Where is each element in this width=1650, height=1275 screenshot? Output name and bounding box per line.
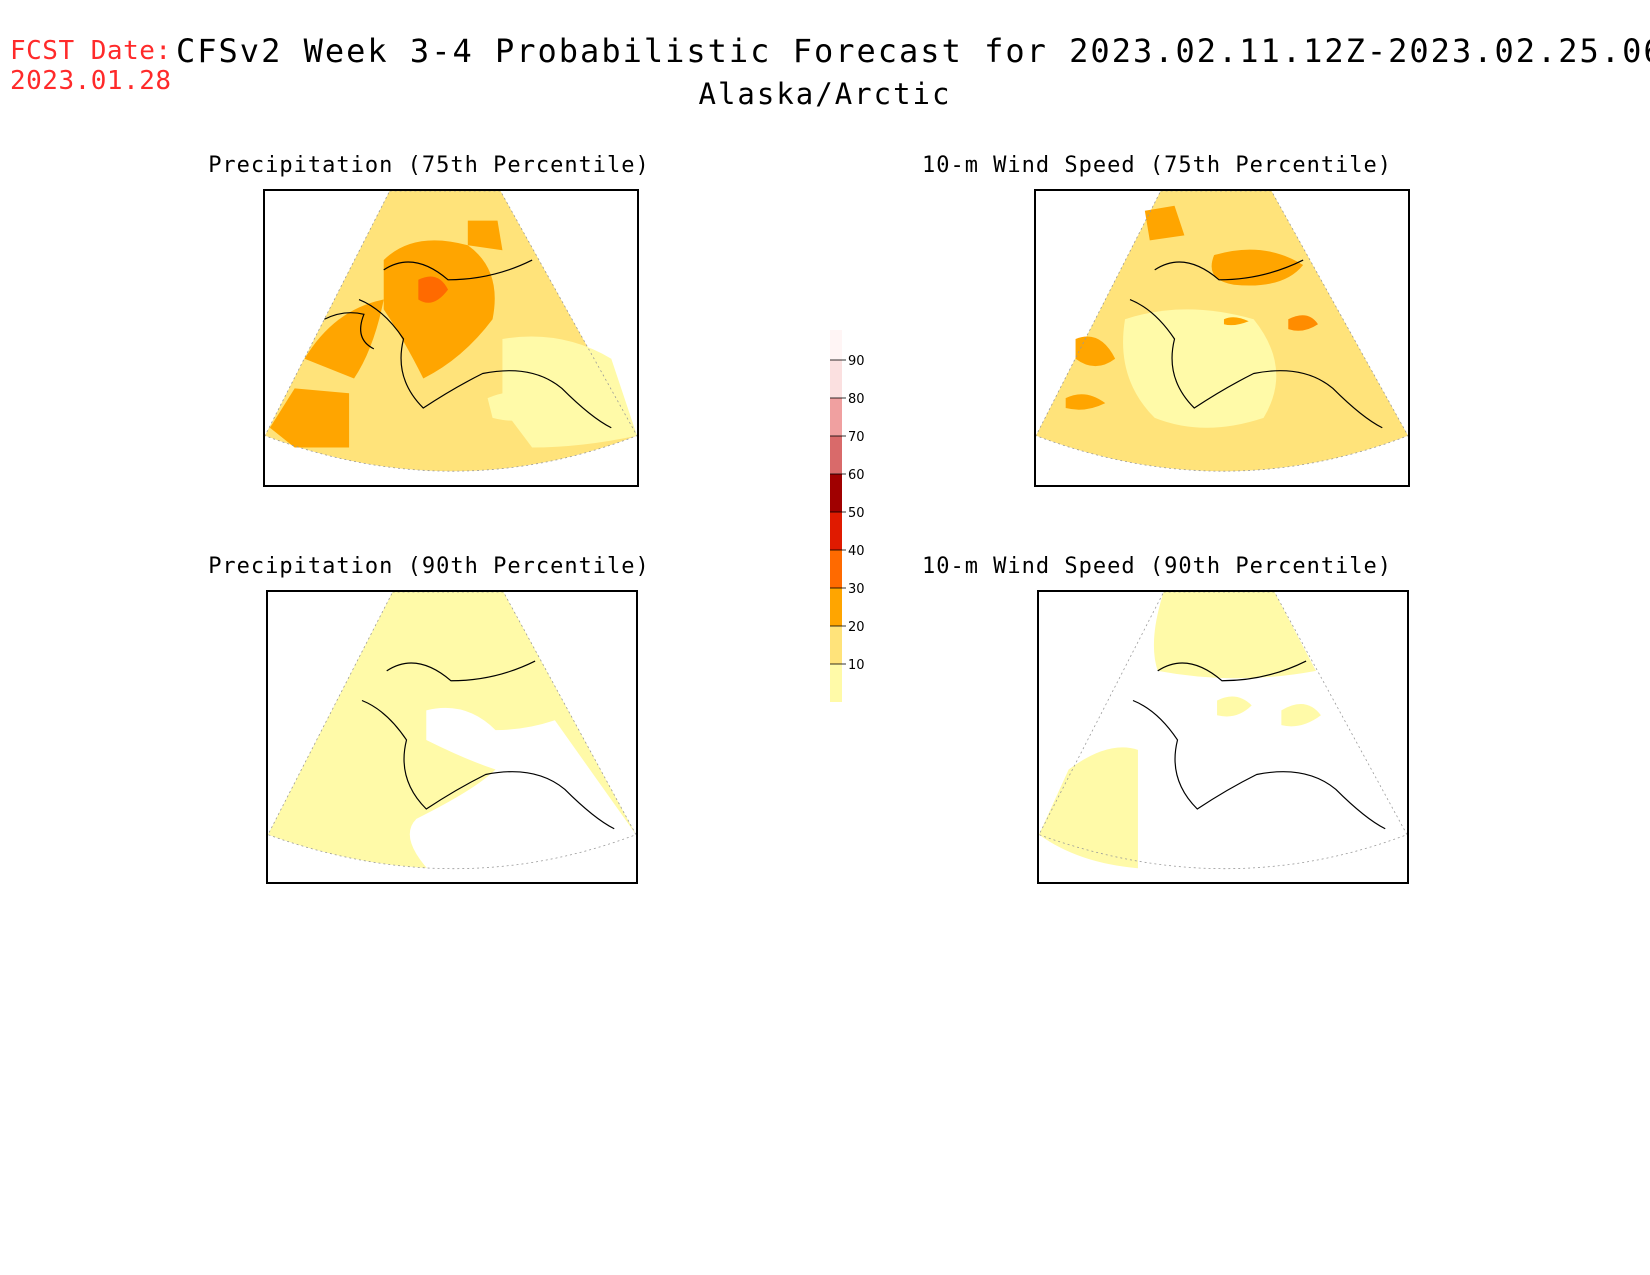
map-precip-75 (263, 189, 639, 487)
colorbar-label: 70 (848, 430, 865, 445)
colorbar-label: 60 (848, 468, 865, 483)
colorbar-label: 30 (848, 582, 865, 597)
forecast-date-label: FCST Date: 2023.01.28 (10, 36, 172, 96)
region-subtitle: Alaska/Arctic (698, 77, 952, 111)
colorbar-label: 40 (848, 544, 865, 559)
colorbar-swatch (830, 512, 842, 550)
colorbar-swatch (830, 398, 842, 436)
panel-title-precip-75: Precipitation (75th Percentile) (208, 153, 650, 178)
colorbar-swatch (830, 626, 842, 664)
colorbar-label: 10 (848, 658, 865, 673)
colorbar-swatch (830, 588, 842, 626)
colorbar-swatch (830, 330, 842, 360)
map-wind-90 (1037, 590, 1409, 884)
map-precip-90 (266, 590, 638, 884)
panel-title-precip-90: Precipitation (90th Percentile) (208, 554, 650, 579)
panel-title-wind-90: 10-m Wind Speed (90th Percentile) (921, 554, 1393, 579)
colorbar-swatch (830, 360, 842, 398)
color-scale-legend: 10 20 30 40 50 60 70 80 90 (830, 330, 865, 702)
colorbar-swatch (830, 474, 842, 512)
panel-title-wind-75: 10-m Wind Speed (75th Percentile) (921, 153, 1393, 178)
colorbar-label: 20 (848, 620, 865, 635)
forecast-date-prefix: FCST Date: (10, 36, 172, 66)
forecast-date-value: 2023.01.28 (10, 66, 172, 96)
colorbar-swatch (830, 550, 842, 588)
colorbar-label: 90 (848, 354, 865, 369)
map-wind-75 (1034, 189, 1410, 487)
colorbar-swatch (830, 436, 842, 474)
page-title: CFSv2 Week 3-4 Probabilistic Forecast fo… (176, 32, 1650, 70)
colorbar-label: 80 (848, 392, 865, 407)
colorbar-label: 50 (848, 506, 865, 521)
colorbar-swatch (830, 664, 842, 702)
